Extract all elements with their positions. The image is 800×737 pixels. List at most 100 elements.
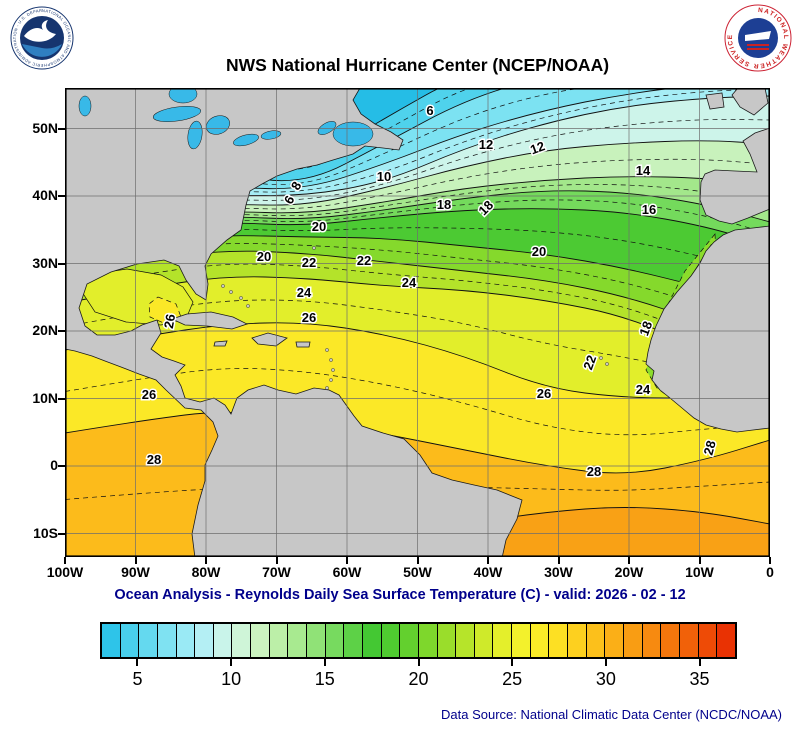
contour-label: 20 [257, 249, 271, 264]
colorbar-tick-label: 20 [408, 669, 429, 689]
y-axis-label: 20N [32, 322, 58, 338]
island-dot [329, 378, 333, 382]
contour-label: 22 [302, 255, 316, 270]
contour-label: 20 [312, 219, 326, 234]
island-dot [221, 284, 225, 288]
lake [332, 121, 374, 147]
sst-anomaly-overlay [148, 296, 182, 325]
x-axis-label: 100W [46, 564, 84, 580]
map-caption: Ocean Analysis - Reynolds Daily Sea Surf… [114, 587, 686, 603]
colorbar-segment [176, 624, 196, 657]
land-uk [731, 88, 769, 116]
x-axis-tick [346, 557, 348, 564]
contour-label: 26 [142, 387, 156, 402]
colorbar-segment [549, 624, 569, 657]
colorbar-segment [195, 624, 214, 657]
colorbar-tick [698, 659, 701, 666]
colorbar-tick [604, 659, 607, 666]
colorbar-tick [417, 659, 420, 666]
x-axis-tick [628, 557, 630, 564]
island-dot [331, 368, 335, 372]
land-cuba [170, 311, 249, 330]
x-axis-label: 80W [191, 564, 221, 580]
contour-label: 12 [479, 137, 493, 152]
colorbar-segment [120, 624, 140, 657]
colorbar-segment [456, 624, 475, 657]
island-dot [605, 362, 609, 366]
colorbar-segment [586, 624, 606, 657]
data-source-note: Data Source: National Climatic Data Cent… [441, 707, 782, 722]
land-jamaica [213, 340, 228, 347]
colorbar-segment [102, 624, 121, 657]
map-frame [65, 88, 770, 557]
island-dot [329, 358, 333, 362]
contour-label: 28 [147, 452, 161, 467]
isotherm-dashed-line [65, 368, 770, 436]
colorbar-tick-label: 35 [689, 669, 710, 689]
colorbar-segment [139, 624, 158, 657]
page-title: NWS National Hurricane Center (NCEP/NOAA… [225, 55, 610, 75]
contour-label: 24 [297, 285, 312, 300]
contour-label: 18 [437, 197, 451, 212]
land-hispaniola [251, 332, 288, 347]
y-axis-tick [58, 330, 65, 332]
x-axis-tick [487, 557, 489, 564]
y-axis-tick [58, 397, 65, 400]
colorbar-scale [100, 622, 737, 659]
contour-label: 24 [402, 275, 417, 290]
y-axis-label: 30N [32, 254, 58, 271]
contour-label: 10 [377, 169, 391, 184]
contour-label: 22 [580, 353, 599, 372]
noaa-gull-icon [24, 20, 56, 42]
colorbar-tick [136, 659, 139, 666]
contour-label: 26 [537, 386, 551, 401]
contour-label: 22 [357, 253, 371, 268]
island-dot [599, 356, 603, 360]
isotherm-dashed-line [65, 299, 770, 389]
colorbar-segment [605, 624, 624, 657]
lake [78, 95, 92, 117]
colorbar-segment [418, 624, 438, 657]
colorbar-segment [437, 624, 457, 657]
x-axis-tick [205, 557, 207, 564]
x-axis-label: 60W [332, 564, 362, 580]
y-axis-label: 0 [50, 457, 58, 473]
x-axis-label: 0 [766, 564, 774, 580]
contour-label: 18 [636, 319, 655, 338]
noaa-logo: NATIONAL OCEANIC AND ATMOSPHERIC ADMINIS… [10, 6, 74, 70]
colorbar-segment [530, 624, 550, 657]
island-dot [312, 246, 316, 250]
lake [152, 106, 202, 122]
isotherm-line [65, 412, 770, 474]
y-axis-tick [58, 127, 65, 130]
colorbar-tick-label: 10 [221, 669, 242, 689]
isotherm-dashed-line [65, 227, 770, 275]
lake [168, 88, 198, 104]
contour-label: 16 [642, 202, 656, 217]
colorbar-segment [157, 624, 177, 657]
colorbar-segment [493, 624, 513, 657]
island-dot [325, 386, 329, 390]
colorbar-segment [213, 624, 233, 657]
x-axis-label: 50W [403, 564, 432, 580]
y-axis-tick [58, 262, 65, 265]
contour-label: 26 [302, 310, 316, 325]
colorbar-segment [642, 624, 662, 657]
x-axis-tick [416, 557, 419, 564]
colorbar-tick [230, 659, 233, 666]
colorbar-tick-label: 25 [502, 669, 523, 689]
y-axis-tick [58, 195, 65, 197]
x-axis-tick [769, 557, 771, 564]
colorbar: 5 10 15 20 25 30 35 [100, 622, 737, 700]
colorbar-segment [362, 624, 382, 657]
colorbar-segment [288, 624, 308, 657]
colorbar-segment [568, 624, 587, 657]
contour-label: 14 [636, 163, 651, 178]
colorbar-segment [661, 624, 680, 657]
colorbar-segment [400, 624, 419, 657]
nws-map-shape [745, 31, 771, 41]
colorbar-segment [679, 624, 699, 657]
x-axis-label: 30W [544, 564, 573, 580]
y-axis-label: 50N [32, 119, 58, 136]
